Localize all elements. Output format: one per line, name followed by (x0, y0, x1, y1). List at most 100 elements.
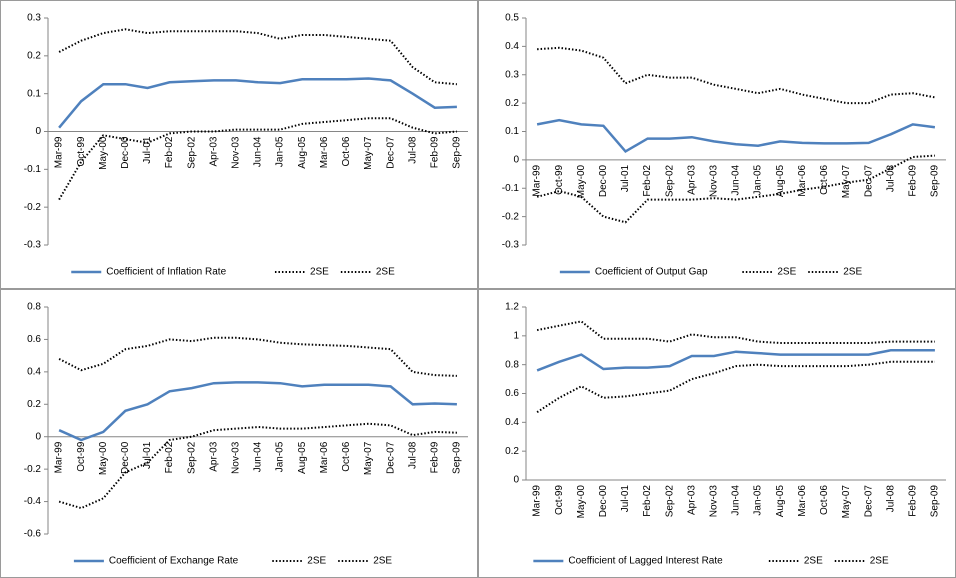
x-tick-label: Jun-04 (731, 485, 742, 516)
x-tick-label: Sep-09 (452, 441, 463, 474)
x-tick-label: Dec-00 (120, 441, 131, 474)
x-tick-label: May-07 (841, 485, 852, 519)
y-tick-label: 0.4 (505, 41, 519, 52)
y-tick-label: 0.8 (27, 302, 41, 313)
x-tick-label: Jun-04 (253, 441, 264, 472)
x-tick-label: Feb-02 (164, 136, 175, 168)
y-tick-label: 0.3 (27, 13, 41, 24)
series-line (536, 349, 935, 372)
x-tick-label: Jul-01 (620, 164, 631, 192)
x-tick-label: Sep-02 (186, 136, 197, 169)
x-tick-label: Jan-05 (275, 441, 286, 472)
x-tick-label: Feb-09 (429, 136, 440, 168)
series-line (536, 320, 935, 344)
y-tick-label: 1 (513, 330, 519, 341)
series-line (58, 422, 457, 510)
legend-label: 2SE (870, 556, 889, 567)
legend-label: 2SE (777, 267, 796, 278)
x-tick-label: May-07 (841, 164, 852, 198)
panel-frame (478, 289, 956, 578)
x-tick-label: Oct-06 (341, 441, 352, 471)
x-tick-label: May-00 (576, 164, 587, 198)
x-tick-label: Feb-09 (907, 164, 918, 196)
panel-frame (478, 0, 956, 289)
y-tick-label: 0.6 (505, 388, 519, 399)
series-line (58, 381, 457, 442)
y-tick-label: 0 (513, 155, 519, 166)
legend-label: 2SE (373, 556, 392, 567)
y-tick-label: -0.2 (24, 202, 42, 213)
y-tick-label: -0.2 (502, 211, 520, 222)
x-tick-label: Mar-99 (54, 136, 65, 168)
x-tick-label: Dec-07 (385, 136, 396, 169)
x-tick-label: Apr-03 (686, 485, 697, 515)
y-tick-label: 0.5 (505, 13, 519, 24)
x-tick-label: Mar-06 (797, 164, 808, 196)
x-tick-label: Dec-00 (598, 164, 609, 197)
x-tick-label: Jul-08 (407, 441, 418, 469)
y-tick-label: -0.1 (502, 183, 520, 194)
series-line (58, 77, 457, 129)
x-tick-label: Apr-03 (208, 441, 219, 471)
x-tick-label: Oct-06 (341, 136, 352, 166)
y-tick-label: 0.2 (505, 98, 519, 109)
y-tick-label: 1.2 (505, 302, 519, 313)
x-tick-label: Mar-06 (797, 485, 808, 517)
x-tick-label: Sep-09 (930, 164, 941, 197)
x-tick-label: Mar-99 (54, 441, 65, 473)
x-tick-label: Feb-09 (429, 441, 440, 473)
x-tick-label: Oct-99 (76, 441, 87, 471)
x-tick-label: May-00 (576, 485, 587, 519)
x-tick-label: Sep-09 (930, 485, 941, 518)
x-tick-label: Mar-06 (319, 136, 330, 168)
x-tick-label: Oct-99 (554, 164, 565, 194)
x-tick-label: Dec-07 (385, 441, 396, 474)
x-tick-label: Apr-03 (208, 136, 219, 166)
x-tick-label: Nov-03 (709, 485, 720, 518)
x-tick-label: May-07 (363, 136, 374, 170)
x-tick-label: Dec-07 (863, 164, 874, 197)
x-tick-label: Mar-99 (532, 164, 543, 196)
legend-label: 2SE (310, 267, 329, 278)
x-tick-label: Mar-06 (319, 441, 330, 473)
x-tick-label: Jun-04 (253, 136, 264, 167)
series-line (58, 28, 457, 86)
y-tick-label: 0.2 (27, 50, 41, 61)
y-tick-label: -0.2 (24, 464, 42, 475)
x-tick-label: Jul-01 (620, 485, 631, 513)
x-tick-label: Jul-08 (407, 136, 418, 164)
series-line (58, 117, 457, 201)
series-line (536, 360, 935, 414)
y-tick-label: 0 (35, 431, 41, 442)
y-tick-label: 0.1 (27, 88, 41, 99)
x-tick-label: Aug-05 (775, 485, 786, 518)
legend-label: 2SE (307, 556, 326, 567)
y-tick-label: 0 (35, 126, 41, 137)
x-tick-label: Nov-03 (231, 441, 242, 474)
x-tick-label: Feb-02 (642, 485, 653, 517)
series-line (58, 336, 457, 377)
series-line (536, 118, 936, 154)
x-tick-label: Mar-99 (532, 485, 543, 517)
x-tick-label: Nov-03 (231, 136, 242, 169)
x-tick-label: Jul-08 (885, 164, 896, 192)
y-tick-label: 0.8 (505, 359, 519, 370)
legend-label: 2SE (843, 267, 862, 278)
x-tick-label: Sep-02 (664, 164, 675, 197)
y-tick-label: 0.3 (505, 69, 519, 80)
x-tick-label: Feb-02 (164, 441, 175, 473)
panel-frame (0, 289, 478, 578)
legend-label: Coefficient of Lagged Interest Rate (568, 556, 723, 567)
x-tick-label: Jun-04 (731, 164, 742, 195)
x-tick-label: Oct-99 (554, 485, 565, 515)
legend-label: 2SE (376, 267, 395, 278)
x-tick-label: Aug-05 (775, 164, 786, 197)
y-tick-label: 0 (513, 475, 519, 486)
y-tick-label: 0.4 (27, 366, 41, 377)
x-tick-label: Jan-05 (753, 485, 764, 516)
legend-label: Coefficient of Output Gap (595, 267, 708, 278)
legend-label: Coefficient of Inflation Rate (106, 267, 226, 278)
x-tick-label: Jul-01 (142, 136, 153, 164)
y-tick-label: 0.4 (505, 417, 519, 428)
